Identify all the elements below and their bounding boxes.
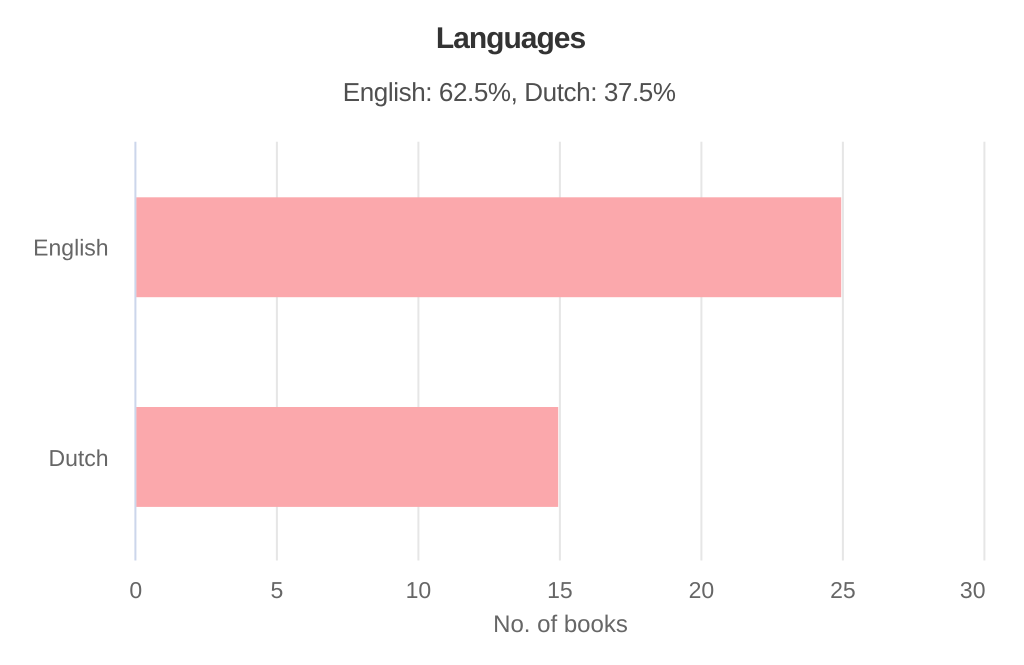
- svg-text:20: 20: [689, 577, 715, 603]
- svg-text:Languages: Languages: [436, 22, 586, 55]
- svg-text:0: 0: [129, 577, 142, 603]
- svg-text:English: English: [33, 235, 108, 261]
- svg-text:Dutch: Dutch: [49, 445, 109, 471]
- svg-text:No. of books: No. of books: [493, 611, 628, 638]
- svg-text:25: 25: [830, 577, 856, 603]
- svg-text:5: 5: [271, 577, 284, 603]
- svg-text:15: 15: [547, 577, 573, 603]
- svg-text:10: 10: [406, 577, 432, 603]
- svg-text:English: 62.5%, Dutch: 37.5%: English: 62.5%, Dutch: 37.5%: [343, 77, 676, 107]
- svg-text:30: 30: [960, 577, 986, 603]
